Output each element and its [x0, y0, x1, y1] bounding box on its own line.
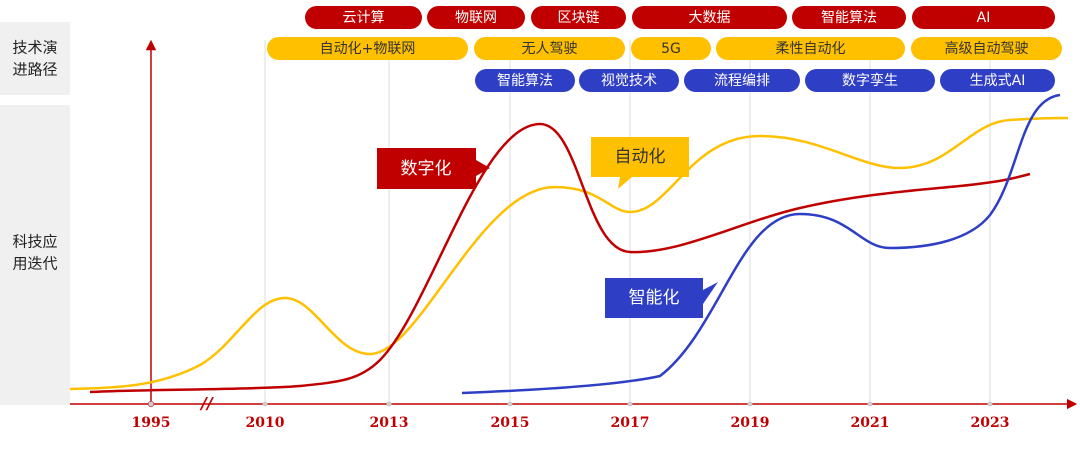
intelligence-curve [461, 93, 1061, 395]
side-box [0, 22, 70, 95]
tech-label: 自动化+物联网 [320, 41, 416, 57]
callout [605, 278, 718, 318]
callout-label: 数字化 [401, 159, 452, 179]
tech-pill [475, 69, 575, 92]
callout [591, 137, 689, 189]
year-label: 2019 [731, 415, 770, 431]
side-label: 用迭代 [12, 255, 57, 273]
tech-label: 云计算 [343, 10, 385, 26]
tech-label: 智能算法 [821, 10, 877, 26]
tech-label: 数字孪生 [842, 72, 898, 89]
year-label: 2023 [971, 415, 1010, 431]
tech-label: 高级自动驾驶 [945, 40, 1029, 57]
year-dot [507, 401, 513, 407]
tech-pill [632, 6, 787, 29]
year-label: 2015 [491, 415, 530, 431]
year-label: 1995 [132, 415, 171, 431]
tech-pill [427, 6, 525, 29]
tech-pill [631, 37, 711, 60]
year-label: 2021 [851, 415, 890, 431]
tech-pill [911, 37, 1062, 60]
callout-label: 智能化 [629, 288, 680, 308]
side-label: 科技应 [12, 233, 57, 251]
tech-pill [305, 6, 422, 29]
year-label: 2013 [370, 415, 409, 431]
tech-pill [792, 6, 906, 29]
automation-curve [69, 116, 1069, 391]
year-dot [386, 401, 392, 407]
side-label: 进路径 [12, 61, 57, 79]
tech-pill [579, 69, 679, 92]
tech-label: 5G [661, 41, 681, 57]
tech-label: 区块链 [558, 10, 600, 26]
side-label: 技术演 [12, 39, 57, 57]
tech-pill [805, 69, 935, 92]
callout-label: 自动化 [615, 147, 666, 167]
digital-curve [89, 122, 1031, 394]
tech-pill [474, 37, 625, 60]
year-label: 2010 [246, 415, 285, 431]
tech-label: 流程编排 [714, 73, 770, 89]
tech-pill [716, 37, 905, 60]
year-dot [747, 401, 753, 407]
side-box [0, 105, 70, 405]
year-dot [987, 401, 993, 407]
year-label: 2017 [611, 415, 650, 431]
tech-pill [531, 6, 626, 29]
tech-pill [940, 69, 1055, 92]
year-dot [262, 401, 268, 407]
year-dot [148, 401, 154, 407]
callout [377, 148, 490, 189]
tech-label: 智能算法 [497, 73, 553, 89]
tech-label: AI [977, 10, 991, 26]
tech-pill [684, 69, 800, 92]
axis-break: // [199, 394, 214, 413]
tech-label: 视觉技术 [601, 73, 657, 89]
tech-label: 无人驾驶 [522, 41, 578, 57]
year-dot [627, 401, 633, 407]
tech-pill [912, 6, 1055, 29]
year-dot [867, 401, 873, 407]
tech-label: 柔性自动化 [776, 41, 846, 57]
tech-label: 大数据 [689, 10, 731, 26]
tech-label: 物联网 [455, 10, 497, 26]
tech-pill [267, 37, 468, 60]
tech-label: 生成式AI [970, 73, 1026, 89]
